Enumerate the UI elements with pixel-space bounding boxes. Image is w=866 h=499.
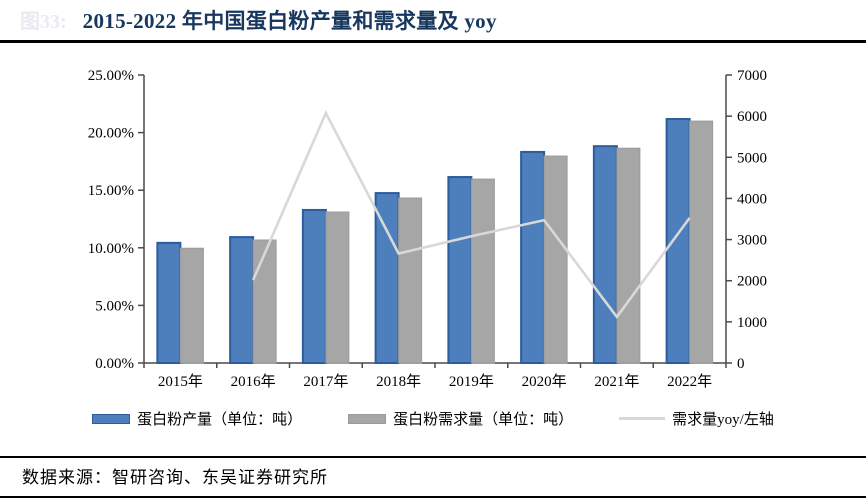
right-axis-tick-label: 3000 [737,233,767,249]
legend-yoy-line: 需求量yoy/左轴 [619,408,774,429]
legend-demand-swatch [348,413,387,424]
right-axis-tick-label: 0 [737,356,745,372]
left-axis-tick-label: 0.00% [95,356,134,372]
right-axis-tick-label: 6000 [737,109,767,125]
x-axis-category-label: 2016年 [231,373,276,390]
chart-legend: 蛋白粉产量（单位：吨） 蛋白粉需求量（单位：吨） 需求量yoy/左轴 [0,408,866,429]
bar-demand-2017年 [325,211,350,364]
bar-demand-2018年 [398,197,423,364]
x-axis-category-label: 2015年 [158,373,203,390]
x-axis-category-label: 2017年 [303,373,348,390]
legend-production: 蛋白粉产量（单位：吨） [92,408,302,429]
bar-production-2017年 [301,208,327,364]
bar-production-2016年 [229,236,255,364]
yoy-line [251,109,691,320]
bar-production-2020年 [520,150,546,364]
x-axis-category-label: 2019年 [449,373,494,390]
x-axis-category-label: 2020年 [522,373,567,390]
legend-production-label: 蛋白粉产量（单位：吨） [137,412,303,428]
left-axis-tick-label: 25.00% [88,68,134,84]
bar-demand-2021年 [616,147,641,364]
left-axis-tick-label: 15.00% [88,183,134,199]
bar-production-2015年 [156,241,182,364]
bar-demand-2016年 [252,239,277,364]
left-axis-tick-label: 5.00% [95,298,134,314]
figure-header: 图33: 2015-2022 年中国蛋白粉产量和需求量及 yoy [20,5,497,35]
chart-title: 2015-2022 年中国蛋白粉产量和需求量及 yoy [82,9,497,33]
bar-demand-2019年 [470,178,495,364]
left-axis-tick-label: 20.00% [88,126,134,142]
right-axis-tick-label: 5000 [737,150,767,166]
data-source-text: 数据来源：智研咨询、东吴证券研究所 [22,468,328,487]
right-axis-tick-label: 1000 [737,315,767,331]
bottom-border [0,496,866,498]
bar-production-2021年 [592,145,618,364]
bar-production-2022年 [665,118,691,364]
legend-demand: 蛋白粉需求量（单位：吨） [348,408,573,429]
bar-production-2019年 [447,176,473,364]
x-axis-category-label: 2018年 [376,373,421,390]
chart-canvas: 0.00% 5.00% 10.00% 15.00% 20.00% 25.00% 0 1000 2… [88,68,767,390]
figure-number-label: 图33: [20,11,67,33]
right-axis-tick-label: 4000 [737,191,767,207]
bar-demand-2015年 [179,247,204,364]
source-divider [0,456,866,458]
left-axis-tick-label: 10.00% [88,241,134,257]
right-axis-tick-label: 7000 [737,68,767,84]
x-axis-category-label: 2021年 [594,373,639,390]
legend-yoy-swatch [619,417,666,420]
right-axis-tick-label: 2000 [737,274,767,290]
x-axis-category-label: 2022年 [667,373,712,390]
legend-demand-label: 蛋白粉需求量（单位：吨） [393,412,574,428]
bar-demand-2020年 [543,155,568,364]
bar-demand-2022年 [689,120,714,364]
legend-production-swatch [92,413,131,424]
title-divider [0,40,866,43]
legend-yoy-label: 需求量yoy/左轴 [672,412,774,428]
